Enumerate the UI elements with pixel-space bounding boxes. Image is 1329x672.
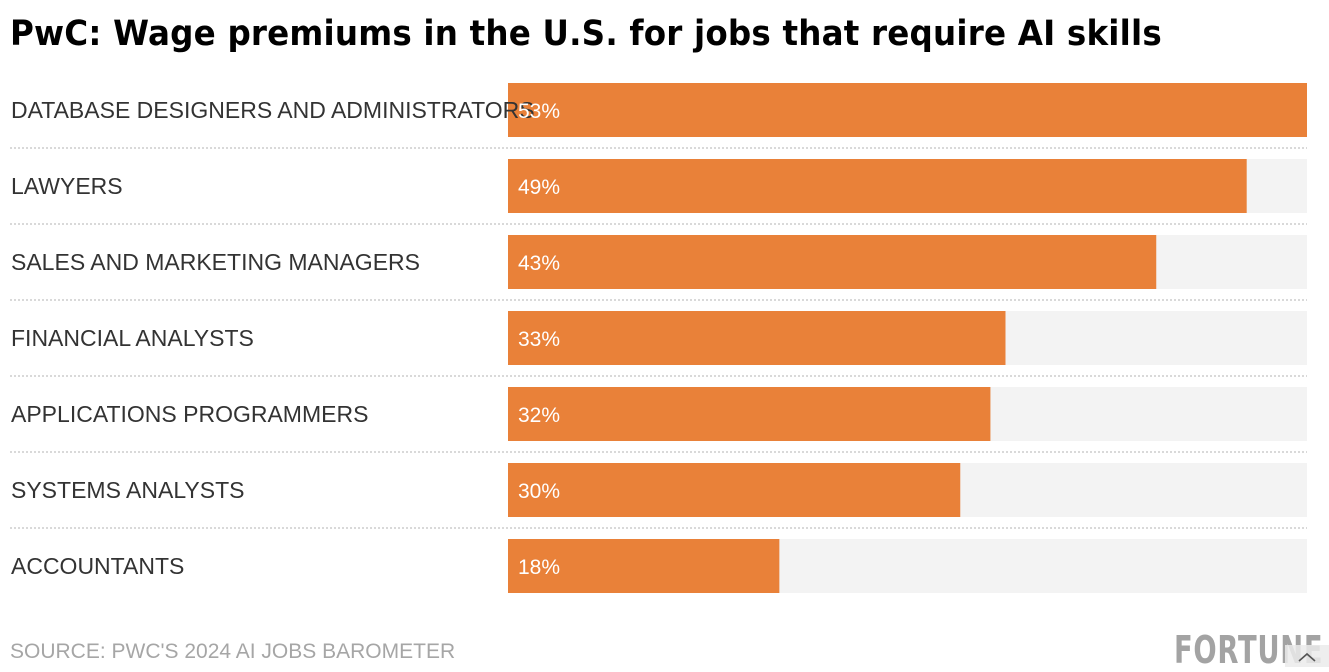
value-label: 43% <box>518 252 560 275</box>
bar <box>508 387 991 441</box>
bar <box>508 83 1307 137</box>
value-label: 53% <box>518 100 560 123</box>
scroll-to-top-button[interactable] <box>1285 645 1329 667</box>
bar <box>508 539 780 593</box>
category-label: APPLICATIONS PROGRAMMERS <box>11 401 368 427</box>
bar-row: APPLICATIONS PROGRAMMERS 32% <box>10 387 1307 453</box>
chevron-up-icon <box>1298 652 1316 662</box>
category-label: FINANCIAL ANALYSTS <box>11 325 254 351</box>
source-note: SOURCE: PWC'S 2024 AI JOBS BAROMETER <box>10 640 456 663</box>
bar <box>508 159 1247 213</box>
value-label: 33% <box>518 328 560 351</box>
category-label: DATABASE DESIGNERS AND ADMINISTRATORS <box>11 97 535 123</box>
value-label: 49% <box>518 176 560 199</box>
category-label: LAWYERS <box>11 173 123 199</box>
bar-row: SYSTEMS ANALYSTS 30% <box>10 463 1307 529</box>
value-label: 30% <box>518 480 560 503</box>
value-label: 18% <box>518 556 560 579</box>
bar-row: LAWYERS 49% <box>10 159 1307 225</box>
bar-row: ACCOUNTANTS 18% <box>11 539 1307 593</box>
category-label: ACCOUNTANTS <box>11 553 184 579</box>
category-label: SYSTEMS ANALYSTS <box>11 477 244 503</box>
bar-row: FINANCIAL ANALYSTS 33% <box>10 311 1307 377</box>
bar <box>508 311 1006 365</box>
value-label: 32% <box>518 404 560 427</box>
bar <box>508 463 961 517</box>
bar-row: SALES AND MARKETING MANAGERS 43% <box>10 235 1307 301</box>
chart-title: PwC: Wage premiums in the U.S. for jobs … <box>10 14 1162 54</box>
category-label: SALES AND MARKETING MANAGERS <box>11 249 420 275</box>
bar <box>508 235 1157 289</box>
